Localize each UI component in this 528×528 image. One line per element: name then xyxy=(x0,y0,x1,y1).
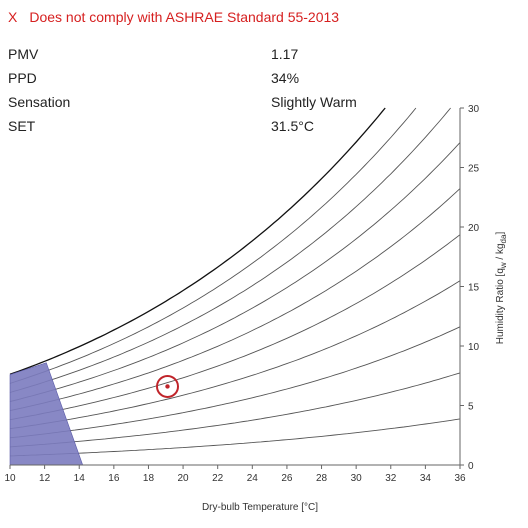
current-condition-layer xyxy=(156,374,179,398)
x-tick-label: 36 xyxy=(454,473,466,484)
rh-curve-30 xyxy=(9,326,461,439)
rh-curve-20 xyxy=(9,372,461,448)
x-tick-label: 14 xyxy=(74,473,86,484)
x-tick-label: 18 xyxy=(143,473,155,484)
rh-curve-90 xyxy=(9,107,417,384)
result-value: 34% xyxy=(271,70,300,86)
chart-axes: 10 12 14 16 18 20 22 24 26 28 30 32 34 360 5 10 15 20 25 30 xyxy=(4,104,479,484)
y-tick-label: 30 xyxy=(468,104,480,115)
y-tick-label: 15 xyxy=(468,283,480,294)
x-tick-label: 34 xyxy=(420,473,432,484)
comfort-zone-layer xyxy=(9,362,84,466)
y-tick-label: 0 xyxy=(468,461,474,472)
result-value: 31.5°C xyxy=(271,118,314,134)
y-tick-label: 5 xyxy=(468,402,474,413)
x-tick-label: 12 xyxy=(39,473,51,484)
x-tick-label: 22 xyxy=(212,473,224,484)
rh-curve-80 xyxy=(9,107,451,393)
rh-curve-70 xyxy=(9,142,461,402)
y-tick-label: 25 xyxy=(468,164,480,175)
rh-curve-60 xyxy=(9,188,461,412)
rh-curve-40 xyxy=(9,280,461,430)
result-label: SET xyxy=(8,118,36,134)
current-point-dot xyxy=(165,384,170,389)
rh-curve-100 xyxy=(9,107,386,375)
y-axis-label: Humidity Ratio [qw / kgda] xyxy=(495,232,508,345)
rh-curve-50 xyxy=(9,234,461,421)
x-tick-label: 32 xyxy=(385,473,397,484)
x-tick-label: 16 xyxy=(108,473,120,484)
current-point-ring xyxy=(156,374,179,398)
x-tick-label: 10 xyxy=(4,473,16,484)
y-tick-label: 20 xyxy=(468,223,480,234)
x-axis-label: Dry-bulb Temperature [°C] xyxy=(202,502,318,513)
result-label: PPD xyxy=(8,70,37,86)
comfort-zone xyxy=(9,362,84,466)
x-tick-label: 24 xyxy=(247,473,259,484)
rh-curve-10 xyxy=(9,418,461,457)
x-tick-label: 26 xyxy=(281,473,293,484)
result-label: Sensation xyxy=(8,94,71,110)
result-label: PMV xyxy=(8,46,39,62)
result-value: Slightly Warm xyxy=(271,94,357,110)
x-icon: X xyxy=(8,9,18,25)
compliance-text: Does not comply with ASHRAE Standard 55-… xyxy=(29,9,340,25)
rh-curves xyxy=(9,107,461,457)
x-tick-label: 28 xyxy=(316,473,328,484)
x-tick-label: 20 xyxy=(178,473,190,484)
y-tick-label: 10 xyxy=(468,342,480,353)
result-value: 1.17 xyxy=(271,46,299,62)
compliance-status: X Does not comply with ASHRAE Standard 55… xyxy=(8,9,339,25)
x-tick-label: 30 xyxy=(351,473,363,484)
